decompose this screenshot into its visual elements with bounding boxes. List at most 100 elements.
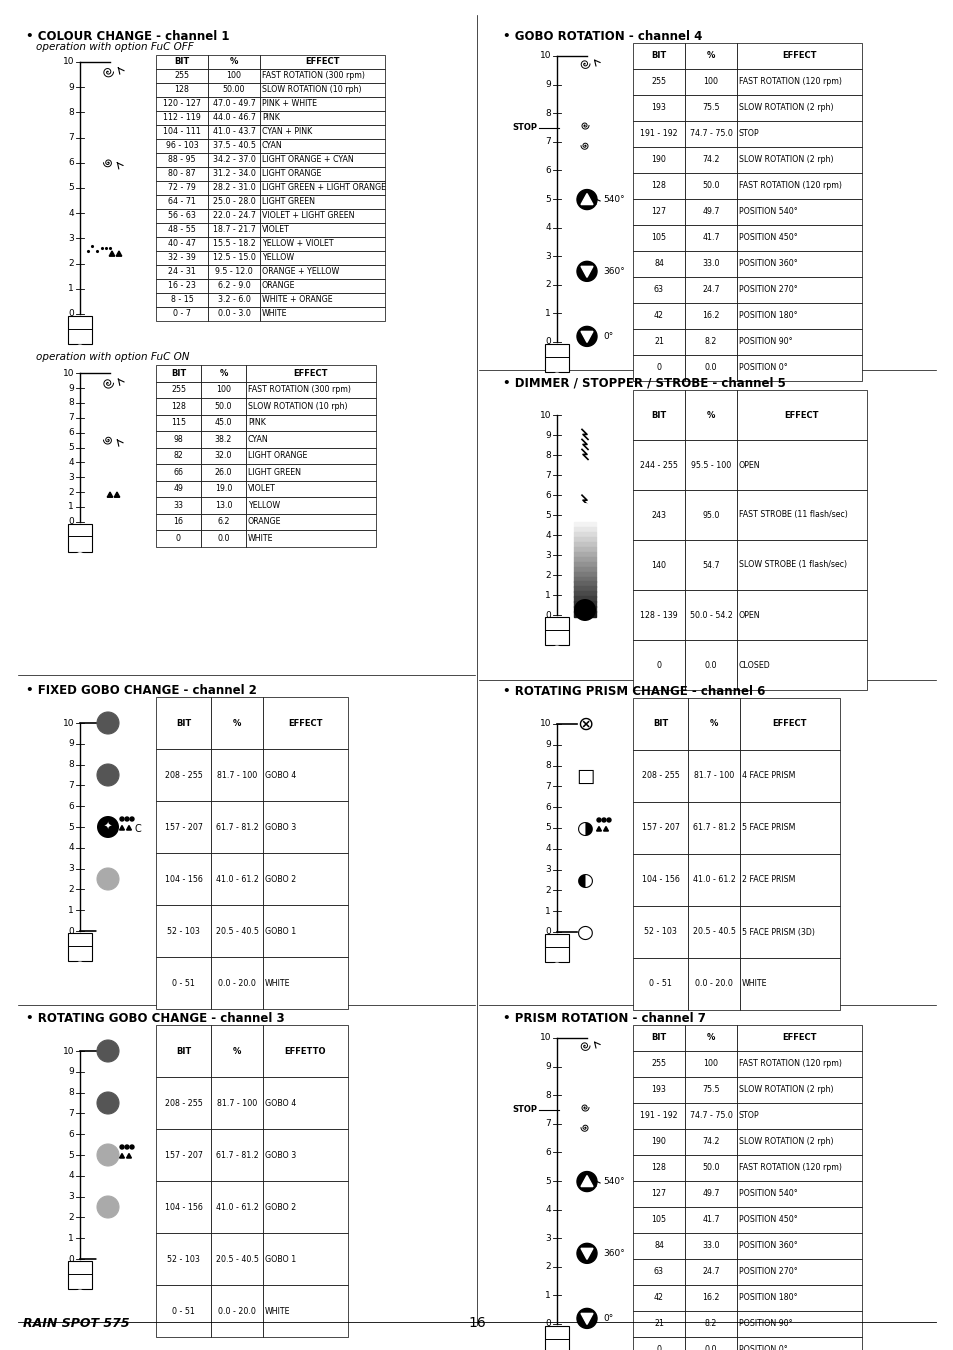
- Text: □: □: [576, 767, 594, 786]
- Bar: [633, 173, 684, 198]
- Bar: [156, 801, 211, 853]
- Text: GOBO 2: GOBO 2: [265, 1203, 296, 1211]
- Circle shape: [109, 502, 117, 510]
- Bar: [633, 802, 687, 855]
- Bar: [260, 238, 385, 251]
- Text: 105: 105: [651, 1215, 666, 1224]
- Text: 5 FACE PRISM: 5 FACE PRISM: [741, 824, 795, 833]
- Bar: [684, 173, 737, 198]
- Bar: [263, 801, 348, 853]
- Bar: [156, 55, 208, 69]
- Bar: [156, 139, 208, 153]
- Text: 96 - 103: 96 - 103: [166, 142, 198, 150]
- Text: STOP: STOP: [512, 123, 537, 132]
- Bar: [684, 1156, 737, 1181]
- Bar: [263, 1129, 348, 1181]
- Bar: [684, 1233, 737, 1260]
- Text: 9: 9: [545, 80, 551, 89]
- Text: POSITION 450°: POSITION 450°: [739, 1215, 797, 1224]
- Text: 3: 3: [545, 251, 551, 261]
- Circle shape: [97, 1247, 119, 1270]
- Bar: [246, 398, 375, 414]
- Bar: [684, 1103, 737, 1129]
- Text: 128: 128: [171, 402, 186, 410]
- Bar: [156, 1285, 211, 1336]
- Text: 16.2: 16.2: [701, 1293, 719, 1303]
- Bar: [684, 590, 737, 640]
- Text: 7: 7: [69, 413, 74, 423]
- Bar: [737, 251, 862, 277]
- Bar: [574, 547, 596, 552]
- Bar: [633, 958, 687, 1010]
- Text: LIGHT ORANGE: LIGHT ORANGE: [262, 170, 321, 178]
- Bar: [737, 329, 862, 355]
- Text: 20.5 - 40.5: 20.5 - 40.5: [215, 926, 258, 936]
- Text: 6: 6: [69, 428, 74, 437]
- Text: 0: 0: [69, 309, 74, 319]
- Bar: [633, 43, 684, 69]
- Bar: [156, 111, 208, 126]
- Bar: [211, 904, 263, 957]
- Bar: [156, 398, 201, 414]
- Bar: [211, 1129, 263, 1181]
- Bar: [633, 122, 684, 147]
- Text: 8.2: 8.2: [704, 1319, 717, 1328]
- Bar: [201, 447, 246, 464]
- Polygon shape: [127, 1153, 132, 1158]
- Bar: [684, 1181, 737, 1207]
- Bar: [156, 957, 211, 1008]
- Bar: [737, 1233, 862, 1260]
- Polygon shape: [119, 825, 124, 830]
- Text: 49.7: 49.7: [701, 208, 719, 216]
- Text: 4: 4: [545, 531, 551, 540]
- Polygon shape: [580, 193, 593, 205]
- Bar: [574, 571, 596, 578]
- Text: 10: 10: [539, 1034, 551, 1042]
- Bar: [633, 640, 684, 690]
- Text: 33: 33: [173, 501, 183, 510]
- Bar: [737, 440, 866, 490]
- Bar: [737, 1260, 862, 1285]
- Text: • ROTATING GOBO CHANGE - channel 3: • ROTATING GOBO CHANGE - channel 3: [26, 1012, 284, 1025]
- Bar: [687, 751, 740, 802]
- Circle shape: [97, 1143, 119, 1166]
- Bar: [208, 126, 260, 139]
- Text: 255: 255: [651, 77, 666, 86]
- Circle shape: [125, 817, 129, 821]
- Bar: [208, 153, 260, 167]
- Bar: [544, 934, 568, 963]
- Text: 49: 49: [173, 485, 183, 493]
- Bar: [574, 612, 596, 617]
- Circle shape: [601, 818, 605, 822]
- Polygon shape: [119, 1153, 124, 1158]
- Text: EFFECT: EFFECT: [781, 51, 816, 61]
- Text: WHITE: WHITE: [265, 1307, 291, 1315]
- Polygon shape: [114, 491, 120, 497]
- Text: 128: 128: [651, 1164, 666, 1173]
- Bar: [684, 1129, 737, 1156]
- Text: 0: 0: [69, 1254, 74, 1264]
- Bar: [246, 447, 375, 464]
- Text: 0: 0: [545, 610, 551, 620]
- Text: WHITE: WHITE: [262, 309, 287, 319]
- Text: 0.0 - 3.0: 0.0 - 3.0: [217, 309, 251, 319]
- Text: ⊗: ⊗: [577, 714, 593, 733]
- Text: 100: 100: [226, 72, 241, 81]
- Text: 128: 128: [651, 181, 666, 190]
- Text: FAST STROBE (11 flash/sec): FAST STROBE (11 flash/sec): [739, 510, 847, 520]
- Circle shape: [97, 815, 119, 838]
- Text: GOBO 1: GOBO 1: [265, 926, 296, 936]
- Bar: [156, 1233, 211, 1285]
- Bar: [246, 414, 375, 431]
- Text: 50.0: 50.0: [701, 181, 719, 190]
- Text: 24 - 31: 24 - 31: [168, 267, 195, 277]
- Circle shape: [120, 817, 124, 821]
- Circle shape: [130, 1145, 133, 1149]
- Bar: [684, 540, 737, 590]
- Bar: [737, 1311, 862, 1336]
- Circle shape: [97, 1040, 119, 1062]
- Bar: [633, 329, 684, 355]
- Bar: [544, 1326, 568, 1350]
- Text: 8: 8: [545, 451, 551, 459]
- Text: 104 - 156: 104 - 156: [164, 875, 202, 883]
